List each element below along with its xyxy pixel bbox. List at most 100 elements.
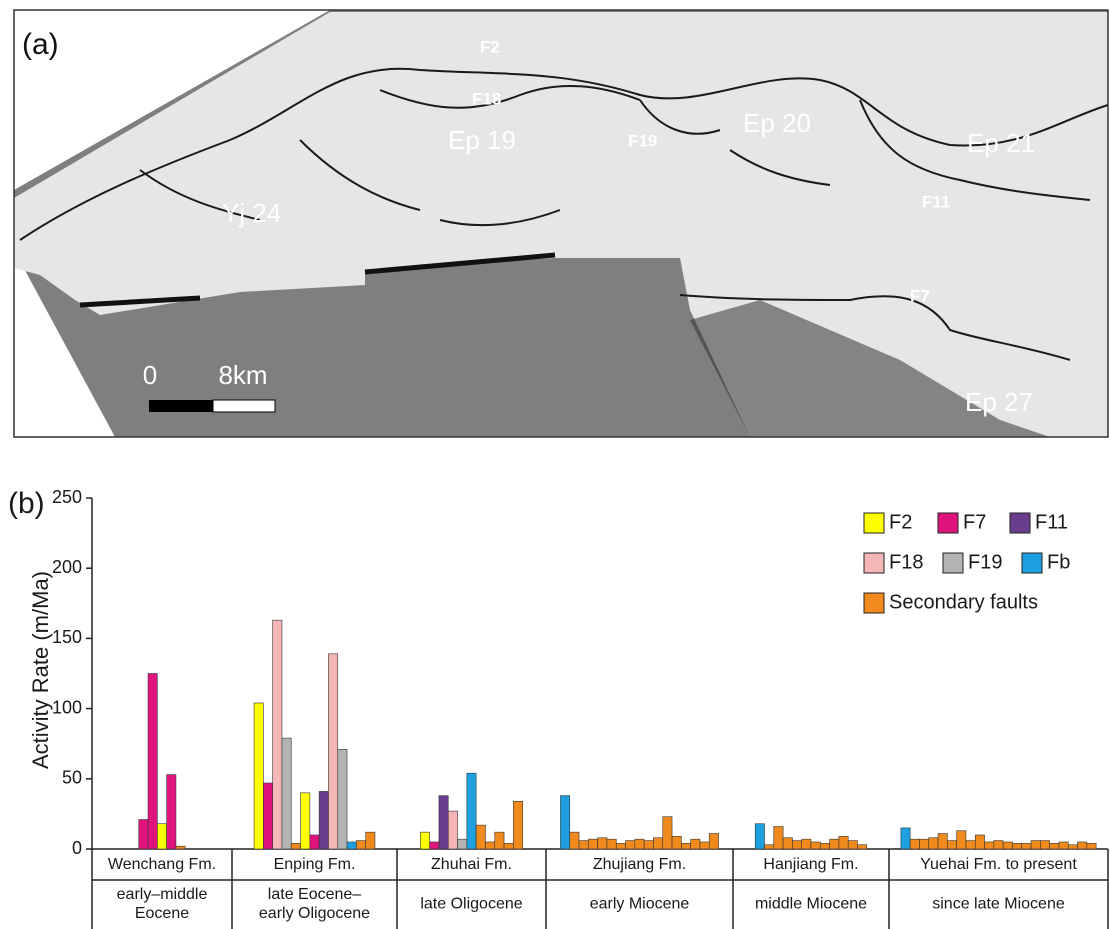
y-tick-label: 50	[62, 768, 82, 788]
bar	[783, 838, 792, 849]
bar	[319, 791, 328, 849]
bar	[910, 839, 919, 849]
bar	[157, 824, 166, 849]
bar	[1003, 842, 1012, 849]
bar	[975, 835, 984, 849]
y-tick-label: 200	[52, 557, 82, 577]
epoch-label: early Oligocene	[259, 905, 370, 922]
formation-label: Zhujiang Fm.	[593, 856, 686, 873]
bar	[858, 845, 867, 849]
bar	[1012, 843, 1021, 849]
bar	[1068, 845, 1077, 849]
scale-label: 0	[143, 360, 157, 390]
bar	[830, 839, 839, 849]
bar	[947, 841, 956, 849]
bar	[254, 703, 263, 849]
block-label: Yj 24	[222, 198, 281, 228]
epoch-label: Eocene	[135, 905, 189, 922]
bar	[1050, 843, 1059, 849]
scale-bar	[213, 400, 275, 412]
bar	[901, 828, 910, 849]
legend-swatch	[864, 513, 884, 533]
bar	[1031, 841, 1040, 849]
bar	[301, 793, 310, 849]
block-label: Ep 27	[965, 387, 1033, 417]
legend-swatch	[1010, 513, 1030, 533]
formation-label: Yuehai Fm. to present	[920, 856, 1077, 873]
formation-label: Enping Fm.	[274, 856, 356, 873]
bar	[1078, 842, 1087, 849]
bar	[653, 838, 662, 849]
bar	[310, 835, 319, 849]
y-tick-label: 0	[72, 838, 82, 858]
bar	[792, 841, 801, 849]
bar	[291, 843, 300, 849]
bar	[328, 654, 337, 849]
bar	[607, 839, 616, 849]
formation-label: Zhuhai Fm.	[431, 856, 512, 873]
bar	[681, 843, 690, 849]
bar	[1059, 842, 1068, 849]
bar	[338, 749, 347, 849]
bar	[476, 825, 485, 849]
bar	[570, 832, 579, 849]
epoch-label: since late Miocene	[932, 896, 1065, 913]
legend-swatch	[1022, 553, 1042, 573]
panel-label: (b)	[8, 487, 45, 520]
bar	[420, 832, 429, 849]
y-tick-label: 150	[52, 627, 82, 647]
bar	[448, 811, 457, 849]
formation-label: Hanjiang Fm.	[763, 856, 858, 873]
bar	[644, 841, 653, 849]
bar	[366, 832, 375, 849]
block-label: Ep 19	[448, 125, 516, 155]
figure: (a) F2 F18 Ep 19 F19 Ep 20 Ep 21 F11 Yj …	[0, 0, 1110, 929]
y-axis-label: Activity Rate (m/Ma)	[28, 571, 53, 769]
map-panel: (a) F2 F18 Ep 19 F19 Ep 20 Ep 21 F11 Yj …	[14, 10, 1108, 437]
bar	[439, 796, 448, 849]
bar	[929, 838, 938, 849]
bar	[691, 839, 700, 849]
bar	[282, 738, 291, 849]
bar	[802, 839, 811, 849]
bar	[839, 836, 848, 849]
legend-label: F11	[1035, 511, 1068, 533]
bar	[347, 842, 356, 849]
bar	[709, 834, 718, 849]
bar	[820, 843, 829, 849]
legend-swatch	[938, 513, 958, 533]
bar	[495, 832, 504, 849]
bar	[765, 845, 774, 849]
bar	[588, 839, 597, 849]
fault-label: F2	[480, 37, 500, 56]
bar	[635, 839, 644, 849]
bar	[1087, 843, 1096, 849]
panel-label: (a)	[22, 28, 59, 61]
legend-swatch	[864, 593, 884, 613]
bar	[994, 841, 1003, 849]
bar	[167, 775, 176, 849]
bar	[774, 827, 783, 849]
bar	[485, 842, 494, 849]
epoch-label: late Oligocene	[420, 896, 522, 913]
bar	[263, 783, 272, 849]
bar	[579, 841, 588, 849]
scale-label: 8km	[218, 360, 267, 390]
bar	[176, 846, 185, 849]
block-label: Ep 20	[743, 108, 811, 138]
bar	[700, 842, 709, 849]
chart-panel: (b) Activity Rate (m/Ma) 050100150200250…	[8, 487, 1108, 929]
legend-label: F7	[963, 511, 986, 533]
y-tick-label: 250	[52, 487, 82, 507]
bar	[598, 838, 607, 849]
legend-label: F18	[889, 551, 923, 573]
bar	[273, 620, 282, 849]
fault-label: F7	[910, 286, 930, 305]
block-label: Ep 21	[967, 128, 1035, 158]
bar	[755, 824, 764, 849]
bar	[985, 842, 994, 849]
legend-swatch	[943, 553, 963, 573]
epoch-label: early–middle	[117, 886, 208, 903]
bar	[458, 839, 467, 849]
bar	[919, 839, 928, 849]
